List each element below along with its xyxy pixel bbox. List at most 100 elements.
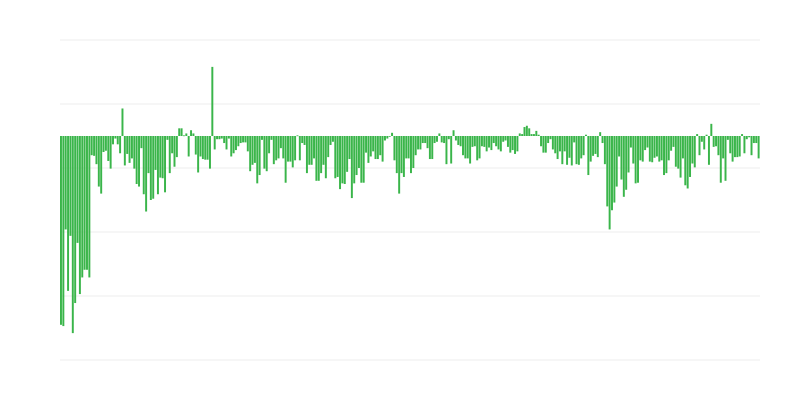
bar	[627, 136, 630, 173]
bar	[544, 136, 547, 153]
bar	[180, 128, 183, 136]
bar	[268, 136, 271, 154]
bar	[331, 136, 334, 142]
bar	[703, 136, 706, 150]
bar	[239, 136, 242, 144]
bar	[284, 136, 287, 183]
bar	[658, 136, 661, 162]
bar	[436, 136, 438, 142]
bar	[173, 136, 176, 167]
bar	[712, 136, 715, 147]
bar	[672, 136, 675, 147]
bar	[535, 130, 538, 136]
bar	[62, 136, 65, 327]
bar	[83, 136, 86, 270]
bar	[121, 108, 124, 136]
bar	[608, 136, 611, 230]
bar	[112, 136, 114, 145]
bar	[263, 136, 266, 169]
bar	[556, 136, 559, 160]
bar	[90, 136, 93, 156]
bar	[287, 136, 289, 162]
bar	[93, 136, 96, 156]
bar	[100, 136, 103, 194]
bar	[629, 136, 632, 148]
bar	[343, 136, 346, 184]
bar	[395, 136, 398, 174]
bar	[575, 136, 578, 165]
bar	[308, 136, 311, 165]
bar	[71, 136, 74, 334]
bar	[424, 136, 427, 144]
bar	[521, 134, 524, 136]
bar	[327, 136, 330, 158]
bar	[350, 136, 353, 199]
bar	[428, 136, 431, 160]
bar	[178, 128, 181, 136]
bar	[603, 136, 606, 165]
bar	[216, 136, 219, 140]
bar	[426, 136, 429, 149]
bar	[107, 136, 110, 161]
bar	[102, 136, 105, 152]
bar	[315, 136, 318, 181]
bar	[464, 136, 467, 159]
bar	[301, 136, 304, 144]
bar	[310, 136, 313, 165]
bar	[715, 136, 718, 147]
bar	[334, 136, 337, 179]
bar	[253, 136, 256, 163]
bar	[698, 136, 701, 156]
bar	[549, 136, 552, 140]
bar	[317, 136, 320, 181]
bar	[547, 136, 550, 144]
bar	[206, 136, 209, 160]
bar	[485, 136, 488, 152]
bar	[497, 136, 500, 150]
bar	[251, 136, 254, 165]
bar	[400, 136, 403, 174]
bar	[568, 136, 571, 158]
bar	[230, 136, 233, 157]
bar	[651, 136, 654, 163]
bar	[277, 136, 280, 159]
bar	[246, 136, 249, 152]
bar	[618, 136, 621, 157]
bar	[381, 136, 384, 162]
bar	[667, 136, 670, 161]
bar	[159, 136, 162, 178]
bar	[637, 136, 639, 183]
bar	[525, 125, 528, 136]
bar	[537, 134, 540, 136]
bar	[348, 136, 351, 160]
bar	[731, 136, 734, 162]
bar	[611, 136, 613, 211]
bar	[665, 136, 668, 174]
bar	[504, 136, 507, 141]
bar	[686, 136, 689, 189]
bar	[594, 136, 597, 154]
bar	[237, 136, 240, 147]
bar	[322, 136, 325, 165]
bar	[305, 136, 308, 174]
bar	[724, 136, 727, 181]
bar	[336, 136, 339, 177]
bar	[480, 136, 483, 147]
bar	[452, 130, 455, 136]
bar	[511, 136, 514, 151]
bar	[372, 136, 375, 152]
bar	[386, 136, 389, 139]
bar	[357, 136, 360, 168]
bar	[748, 136, 751, 138]
bar	[128, 136, 131, 163]
bar	[171, 136, 174, 154]
bar	[653, 136, 656, 158]
bar	[261, 136, 263, 140]
bar	[705, 134, 708, 136]
bar	[648, 136, 651, 162]
bar	[185, 133, 188, 136]
bar	[402, 136, 405, 177]
bar	[88, 136, 91, 278]
bar	[95, 136, 98, 165]
bar	[447, 136, 450, 140]
